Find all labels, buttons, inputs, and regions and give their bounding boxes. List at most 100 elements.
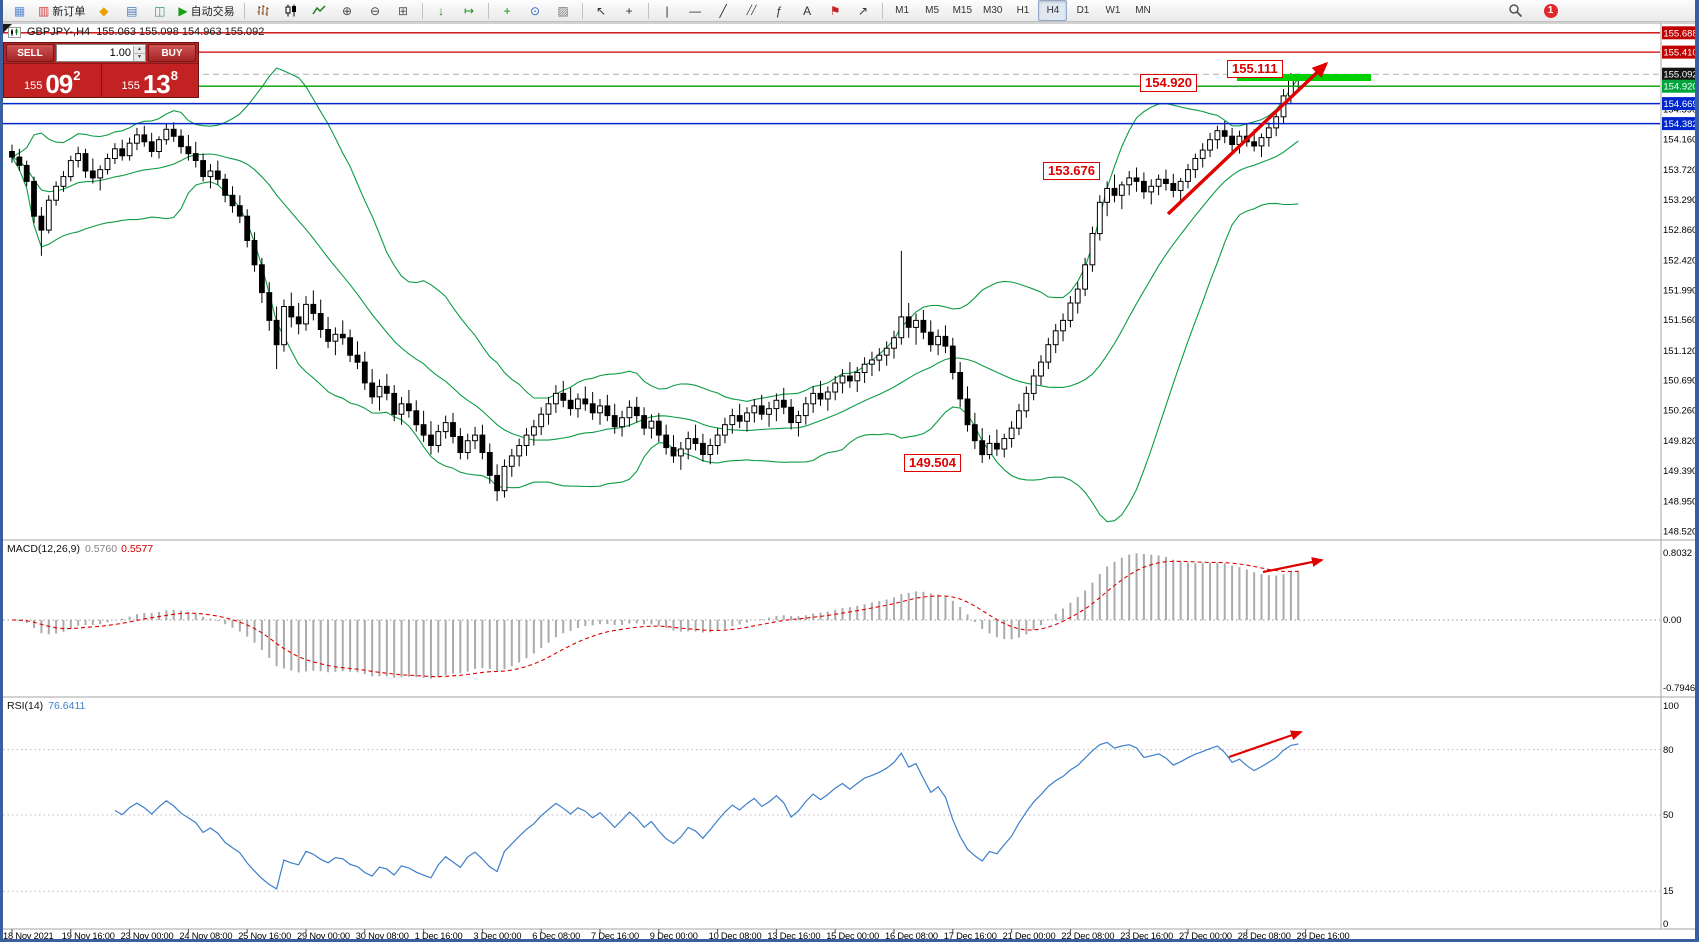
macd-name: MACD(12,26,9) xyxy=(7,543,80,555)
price-annotation-155111[interactable]: 155.111 xyxy=(1227,60,1283,78)
svg-text:10 Dec 08:00: 10 Dec 08:00 xyxy=(709,931,762,941)
toolbar-separator xyxy=(243,2,245,19)
trend-arrow-rsi[interactable] xyxy=(1228,730,1303,759)
zoom-in-button[interactable]: ⊕ xyxy=(334,0,361,21)
timeframe-w1-button[interactable]: W1 xyxy=(1105,5,1121,16)
vertical-line-button[interactable]: | xyxy=(654,0,681,21)
sell-price-big: 09 xyxy=(45,68,73,99)
search-button[interactable] xyxy=(1502,0,1529,21)
timeframe-m30-button[interactable]: M30 xyxy=(983,5,1003,16)
shapes-icon: ↗ xyxy=(858,3,869,18)
svg-text:13 Dec 16:00: 13 Dec 16:00 xyxy=(767,931,820,941)
svg-text:50: 50 xyxy=(1663,810,1674,821)
chart-shift-icon: ↦ xyxy=(464,3,475,18)
trendline-button[interactable]: ╱ xyxy=(710,0,737,21)
toolbar-separator xyxy=(421,2,423,19)
tile-windows-button[interactable]: ⊞ xyxy=(390,0,417,21)
data-window-button[interactable]: ▤ xyxy=(118,0,145,21)
price-annotation-154920[interactable]: 154.920 xyxy=(1140,74,1197,92)
candlestick-chart-button[interactable] xyxy=(278,0,305,21)
timeframe-h4-button[interactable]: H4 xyxy=(1038,0,1068,21)
shapes-button[interactable]: ↗ xyxy=(850,0,877,21)
svg-text:9 Dec 00:00: 9 Dec 00:00 xyxy=(650,931,698,941)
fibonacci-button[interactable]: ƒ xyxy=(766,0,793,21)
svg-text:0.00: 0.00 xyxy=(1663,615,1682,626)
panel-separators[interactable] xyxy=(0,22,1699,930)
sell-price-display[interactable]: 155 09 2 xyxy=(4,64,102,97)
line-chart-icon xyxy=(312,4,326,17)
channel-button[interactable]: ╱╱ xyxy=(738,0,765,21)
indicators-button[interactable]: + xyxy=(494,0,521,21)
timeframe-d1-button[interactable]: D1 xyxy=(1076,5,1090,16)
chart-shift-button[interactable]: ↦ xyxy=(456,0,483,21)
templates-button[interactable]: ▨ xyxy=(550,0,577,21)
svg-text:151.560: 151.560 xyxy=(1663,315,1697,326)
chart-window-icon[interactable]: ▦ xyxy=(6,0,33,21)
navigator-button[interactable]: ◫ xyxy=(146,0,173,21)
bar-chart-icon xyxy=(256,4,270,17)
cursor-button[interactable]: ↖ xyxy=(588,0,615,21)
svg-text:30 Nov 08:00: 30 Nov 08:00 xyxy=(356,931,409,941)
macd-indicator-label: MACD(12,26,9) 0.5760 0.5577 xyxy=(7,543,153,555)
svg-text:154.160: 154.160 xyxy=(1663,135,1697,146)
svg-text:155.410: 155.410 xyxy=(1663,48,1697,59)
price-tag-154.669 xyxy=(1662,97,1699,111)
buy-price-display[interactable]: 155 13 8 xyxy=(102,64,199,97)
trend-arrow-macd[interactable] xyxy=(1262,557,1324,574)
market-watch-button[interactable]: ◆ xyxy=(90,0,117,21)
label-button[interactable]: ⚑ xyxy=(822,0,849,21)
window-frame-left xyxy=(0,0,3,942)
price-axis[interactable]: 154.590154.160153.720153.290152.860152.4… xyxy=(1662,26,1699,930)
svg-text:21 Dec 00:00: 21 Dec 00:00 xyxy=(1003,931,1056,941)
zoom-out-button[interactable]: ⊖ xyxy=(362,0,389,21)
svg-text:150.690: 150.690 xyxy=(1663,376,1697,387)
buy-button[interactable]: BUY xyxy=(148,44,196,62)
volume-up-button[interactable]: ▲ xyxy=(134,45,145,54)
autotrading-button[interactable]: ▶ 自动交易 xyxy=(174,0,238,21)
one-click-collapse-button[interactable] xyxy=(3,24,12,33)
templates-icon: ▨ xyxy=(557,3,569,18)
line-chart-button[interactable] xyxy=(306,0,333,21)
trend-arrow-main[interactable] xyxy=(1166,61,1329,216)
price-annotation-153676[interactable]: 153.676 xyxy=(1043,162,1100,180)
price-tag-155.688 xyxy=(1662,26,1699,40)
timeframe-m5-button[interactable]: M5 xyxy=(925,5,940,16)
analysis-annotations[interactable] xyxy=(1166,61,1371,759)
price-annotation-149504[interactable]: 149.504 xyxy=(904,454,961,472)
ohlc-values: 155.063 155.098 154.963 155.092 xyxy=(96,26,265,38)
price-tag-154.920 xyxy=(1662,79,1699,93)
macd-value-2: 0.5577 xyxy=(121,543,154,555)
sell-button[interactable]: SELL xyxy=(6,44,54,62)
notification-badge[interactable]: 1 xyxy=(1537,0,1564,21)
svg-text:149.820: 149.820 xyxy=(1663,436,1697,447)
timeframe-mn-button[interactable]: MN xyxy=(1135,5,1151,16)
timeframe-h1-button[interactable]: H1 xyxy=(1016,5,1030,16)
svg-text:6 Dec 08:00: 6 Dec 08:00 xyxy=(532,931,580,941)
new-order-label: 新订单 xyxy=(52,5,86,18)
macd-histogram xyxy=(3,553,1660,679)
crosshair-button[interactable]: + xyxy=(616,0,643,21)
symbol-name: GBPJPY-,H4 xyxy=(27,26,91,38)
new-order-button[interactable]: ▥ 新订单 xyxy=(34,0,89,21)
auto-scroll-button[interactable]: ↓ xyxy=(428,0,455,21)
label-icon: ⚑ xyxy=(829,3,841,18)
timeframe-m1-button[interactable]: M1 xyxy=(895,5,910,16)
timeframe-m15-button[interactable]: M15 xyxy=(952,5,973,16)
svg-text:23 Nov 00:00: 23 Nov 00:00 xyxy=(121,931,174,941)
periods-button[interactable]: ⊙ xyxy=(522,0,549,21)
volume-input[interactable] xyxy=(57,47,133,59)
svg-text:153.290: 153.290 xyxy=(1663,195,1697,206)
horizontal-line-button[interactable]: — xyxy=(682,0,709,21)
window-frame-bottom xyxy=(0,939,1699,942)
green-highlight-zone[interactable] xyxy=(1237,74,1371,81)
horizontal-level-lines[interactable] xyxy=(3,32,1660,125)
chart-window-icon-icon: ▦ xyxy=(13,3,26,18)
text-button[interactable]: A xyxy=(794,0,821,21)
volume-down-button[interactable]: ▼ xyxy=(134,53,145,61)
time-axis[interactable]: 18 Nov 2021 19 Nov 16:00 23 Nov 00:00 24 No… xyxy=(3,929,1350,941)
text-icon: A xyxy=(803,3,812,18)
candlestick-chart-icon xyxy=(284,4,298,17)
bar-chart-button[interactable] xyxy=(250,0,277,21)
